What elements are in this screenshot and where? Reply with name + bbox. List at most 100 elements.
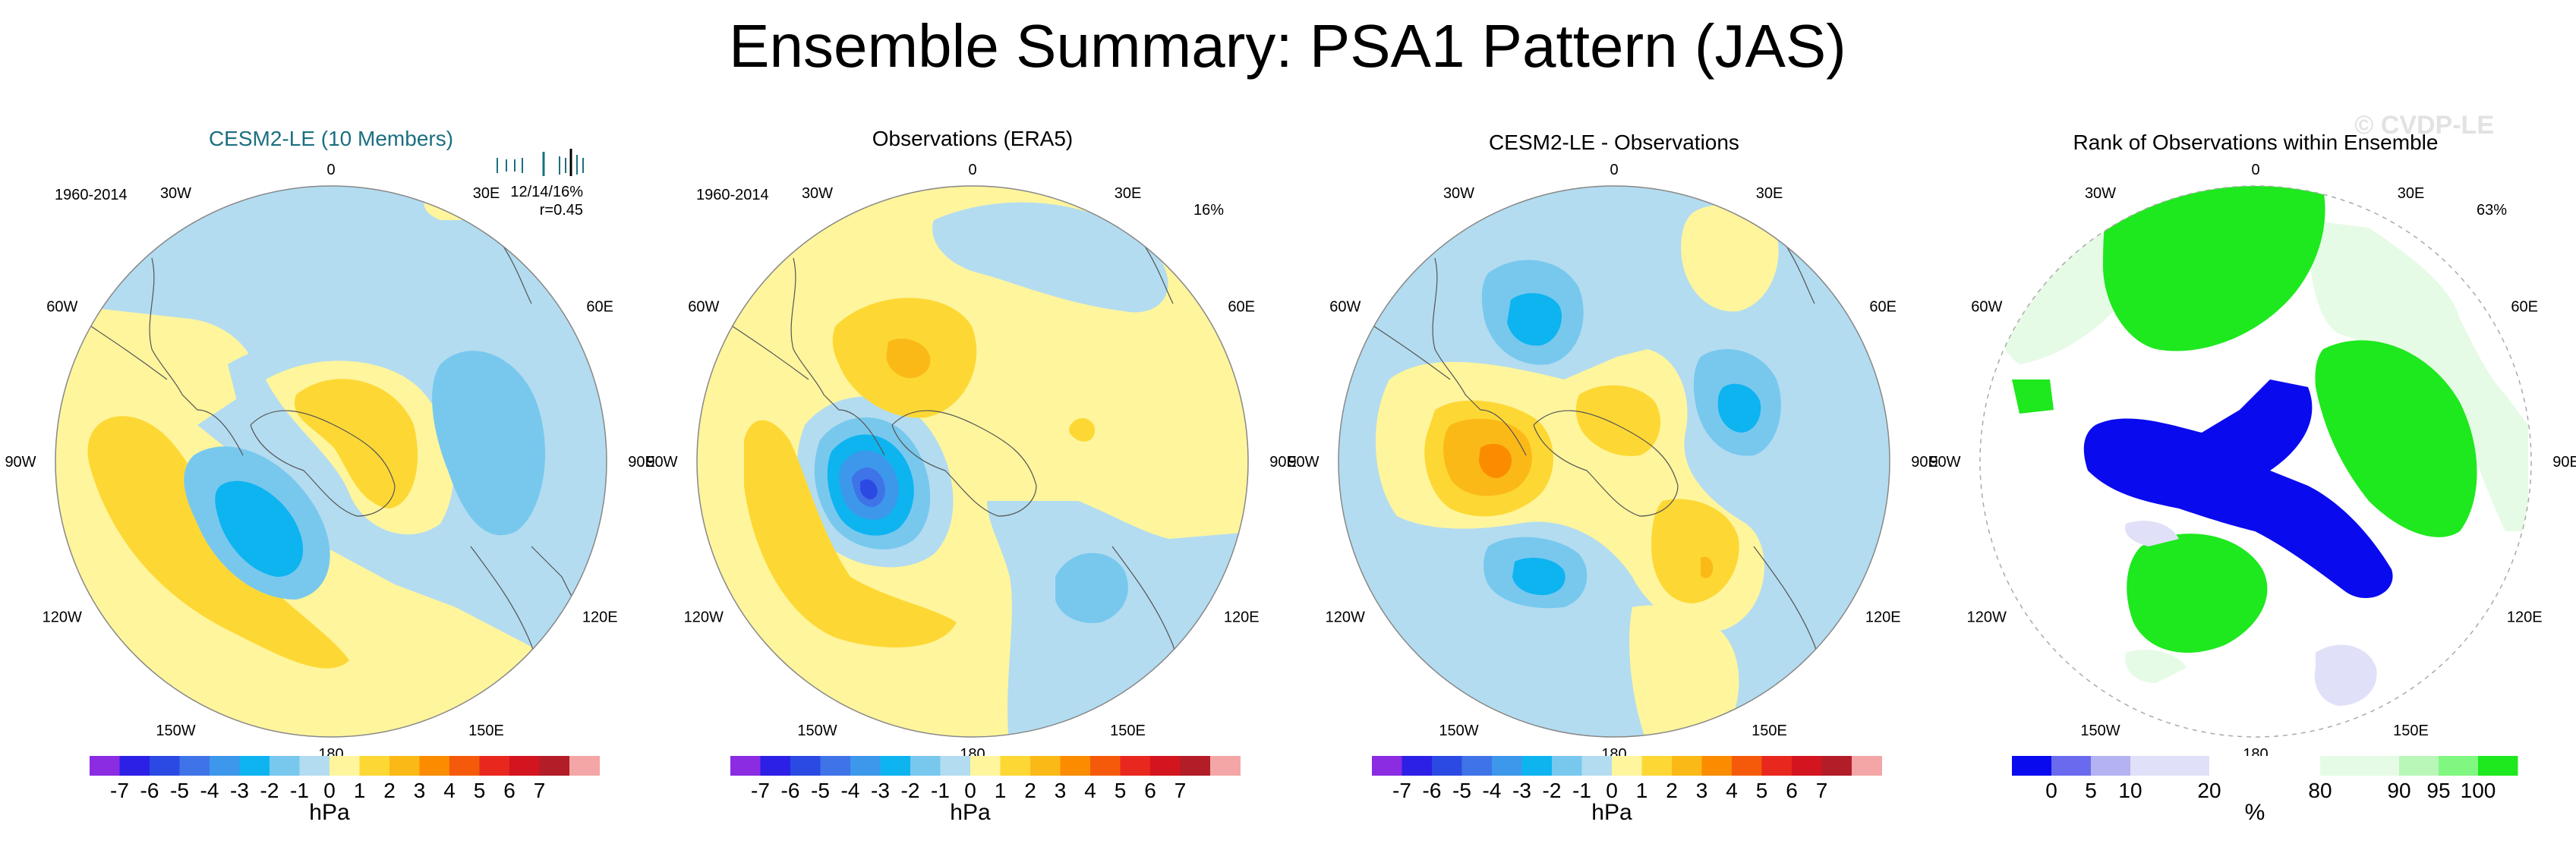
colorbar-tick-label: -7 (1392, 779, 1411, 802)
colorbar-swatch (1372, 756, 1402, 776)
colorbar-tick-label: -2 (1543, 779, 1562, 802)
colorbar-swatch (299, 756, 330, 776)
longitude-label: 60E (1869, 299, 1897, 316)
map-boundary (696, 185, 1249, 738)
longitude-label: 120W (684, 609, 724, 626)
colorbar-swatch (2130, 756, 2210, 776)
colorbar-swatch (509, 756, 540, 776)
colorbar-tick-label: 5 (1756, 779, 1768, 802)
colorbar-swatch (389, 756, 420, 776)
panel-rank: Rank of Observations within Ensemble 63% (1979, 131, 2532, 738)
colorbar-tick-label: -5 (811, 779, 830, 802)
longitude-label: 0 (2251, 162, 2259, 178)
longitude-label: 60E (1228, 299, 1255, 316)
colorbar-swatch (1821, 756, 1852, 776)
map-boundary (1979, 185, 2532, 738)
period-label: 1960-2014 (55, 187, 128, 203)
longitude-label: 150E (2393, 723, 2429, 739)
longitude-label: 30W (1443, 185, 1474, 202)
panel-observations: Observations (ERA5) 1960-2014 16% (696, 127, 1249, 738)
longitude-label: 90E (2552, 454, 2576, 471)
colorbar-tick-label: 0 (1606, 779, 1618, 802)
longitude-label: 120E (1224, 609, 1260, 626)
colorbar-swatch (150, 756, 180, 776)
colorbar-unit: hPa (950, 800, 991, 825)
colorbar-tick-label: 7 (1174, 779, 1187, 802)
colorbar-swatch (970, 756, 1001, 776)
map-boundary (55, 185, 607, 738)
colorbar-swatch (1641, 756, 1673, 776)
colorbar-tick-label: 0 (2045, 779, 2057, 802)
colorbar-swatch (2439, 756, 2479, 776)
colorbar-diverging: -7 -6 -5 -4 -3 -2 -1 0 1 2 3 4 5 6 7 hPa (90, 756, 600, 825)
colorbar-tick-label: 10 (2118, 779, 2142, 802)
map-field (1980, 186, 2531, 737)
colorbar-tick-label: 4 (1726, 779, 1738, 802)
colorbar-tick-label: -6 (781, 779, 800, 802)
period-label: 1960-2014 (696, 187, 769, 203)
colorbar-swatch (419, 756, 450, 776)
colorbar-swatch (940, 756, 971, 776)
longitude-label: 0 (968, 162, 976, 178)
longitude-label: 120E (2507, 609, 2543, 626)
colorbar-swatch (2209, 756, 2321, 776)
colorbar-swatch (1000, 756, 1031, 776)
colorbar-unit: hPa (309, 800, 350, 825)
colorbar-swatch (1402, 756, 1433, 776)
longitude-label: 30E (1756, 185, 1783, 202)
colorbar-diverging: -7 -6 -5 -4 -3 -2 -1 0 1 2 3 4 5 6 7 hPa (1372, 756, 1882, 825)
colorbar-swatch (2091, 756, 2131, 776)
longitude-label: 90E (1911, 454, 1938, 471)
colorbar-swatch (479, 756, 510, 776)
colorbar-tick-label: 6 (1144, 779, 1156, 802)
colorbar-swatch (1090, 756, 1121, 776)
colorbar-swatch (569, 756, 600, 776)
watermark: © CVDP-LE (2354, 111, 2494, 140)
colorbar-tick-label: 3 (1055, 779, 1067, 802)
colorbar-diverging: -7 -6 -5 -4 -3 -2 -1 0 1 2 3 4 5 6 7 hPa (730, 756, 1241, 825)
colorbar-swatch (910, 756, 941, 776)
colorbar-tick-label: 7 (1816, 779, 1828, 802)
colorbar-unit: hPa (1591, 800, 1632, 825)
colorbar-swatch (1492, 756, 1522, 776)
colorbar-swatch (1521, 756, 1553, 776)
colorbar-swatch (1461, 756, 1493, 776)
colorbar-tick-label: 90 (2387, 779, 2410, 802)
colorbar-tick-label: -7 (751, 779, 770, 802)
colorbar-swatch (2012, 756, 2052, 776)
panel-title: CESM2-LE - Observations (1489, 131, 1739, 154)
longitude-label: 150W (797, 723, 837, 739)
colorbar-tick-label: -7 (110, 779, 129, 802)
colorbar-tick-label: 5 (2085, 779, 2097, 802)
colorbar-tick-label: 3 (1696, 779, 1708, 802)
colorbar-tick-label: 6 (503, 779, 516, 802)
longitude-label: 60W (1329, 299, 1361, 316)
colorbar-tick-label: 80 (2308, 779, 2332, 802)
longitude-label: 150E (1751, 723, 1787, 739)
colorbar-tick-label: 0 (323, 779, 336, 802)
colorbar-swatch (2399, 756, 2439, 776)
colorbar-tick-label: -5 (170, 779, 189, 802)
colorbar-rank: 0 5 10 20 80 90 95 100% (2012, 756, 2518, 825)
colorbar-swatch (1030, 756, 1061, 776)
colorbar-tick-label: -4 (841, 779, 860, 802)
colorbar-swatch (880, 756, 911, 776)
colorbar-swatch (449, 756, 480, 776)
colorbar-tick-label: 6 (1786, 779, 1798, 802)
longitude-label: 30E (2398, 185, 2425, 202)
stats-pattern-pct: 12/14/16% (510, 184, 583, 200)
pattern-pct: 63% (2477, 202, 2507, 219)
map-field (55, 186, 607, 737)
panel-title: Observations (ERA5) (872, 127, 1074, 150)
colorbar-tick-label: 7 (534, 779, 546, 802)
colorbar-tick-label: 95 (2426, 779, 2450, 802)
colorbar-tick-label: -2 (901, 779, 920, 802)
longitude-label: 90E (628, 454, 655, 471)
colorbar-swatch (1701, 756, 1733, 776)
colorbar-swatch (2478, 756, 2518, 776)
colorbar-tick-label: 3 (414, 779, 426, 802)
longitude-label: 30E (473, 185, 500, 202)
colorbar-tick-label: -6 (140, 779, 159, 802)
colorbar-tick-label: 0 (964, 779, 976, 802)
